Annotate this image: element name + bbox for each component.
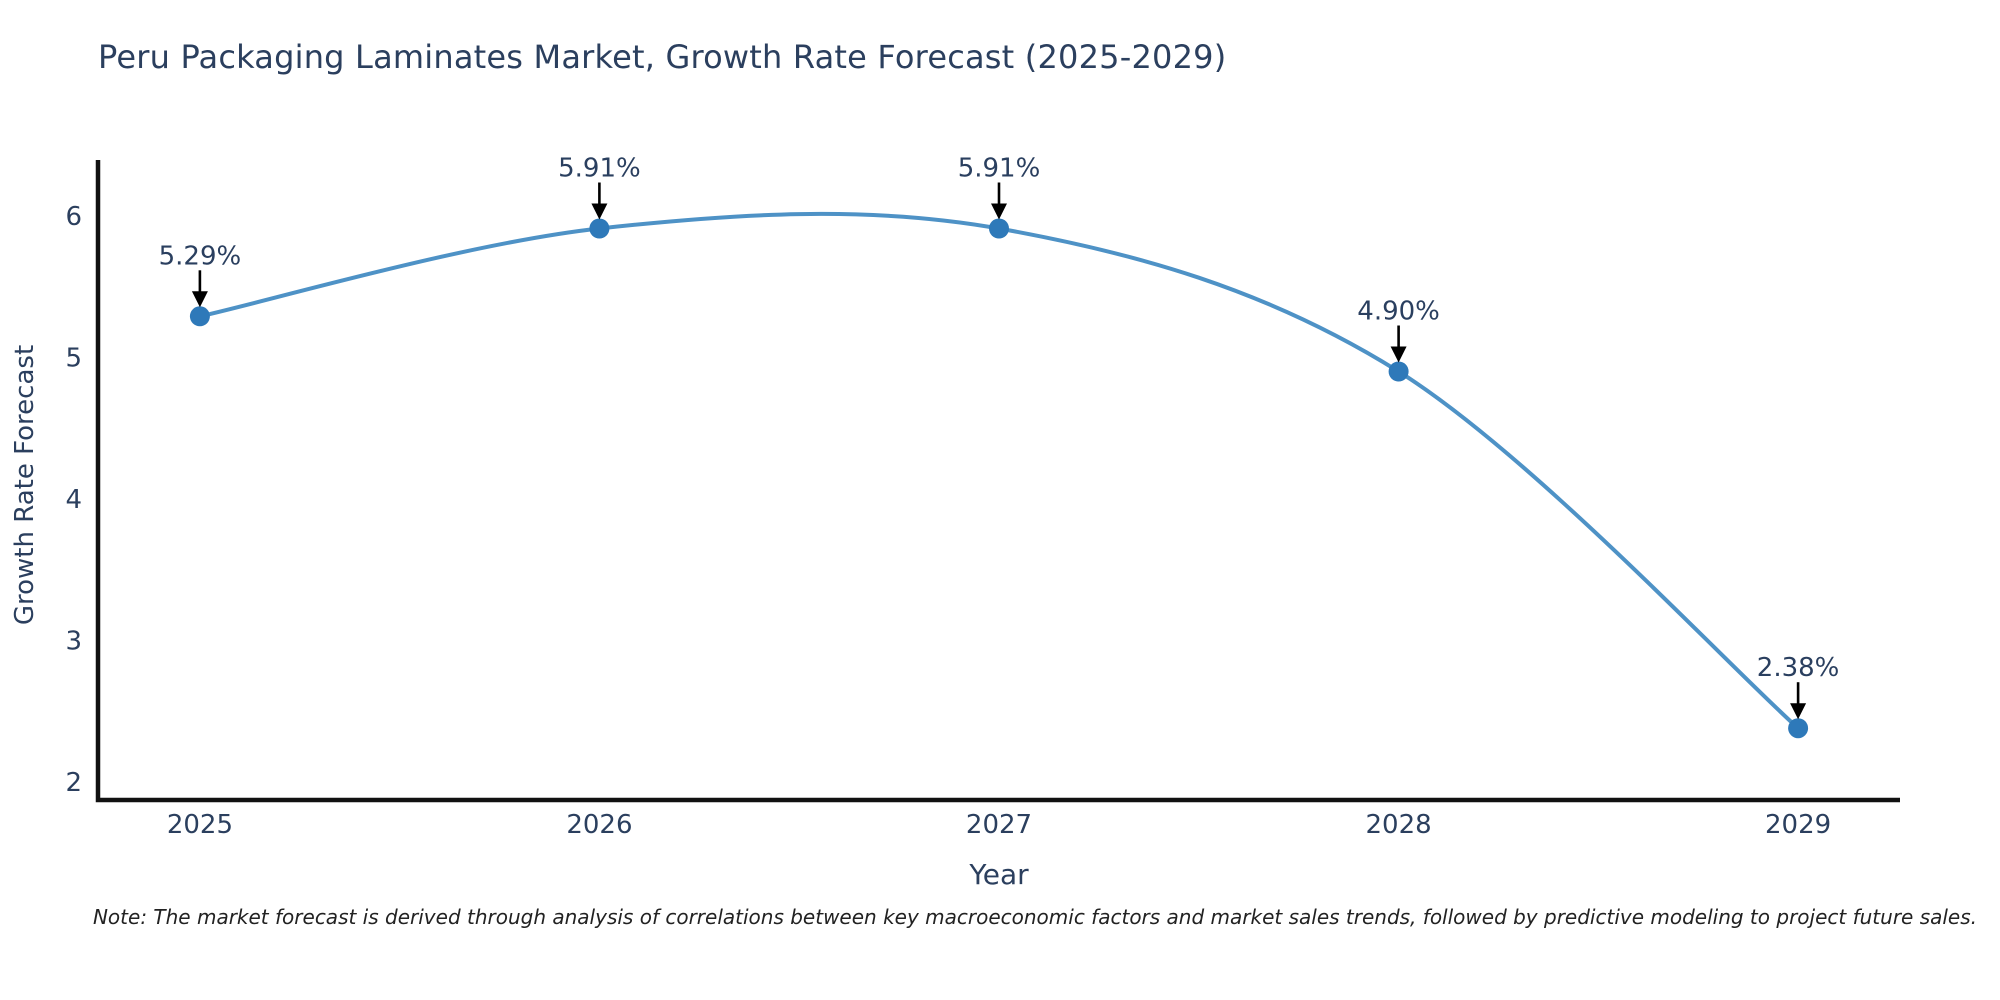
data-point-marker — [1388, 361, 1409, 382]
point-annotation: 2.38% — [1757, 653, 1840, 720]
annotation-arrow-head — [1390, 346, 1407, 363]
point-annotation: 5.91% — [958, 154, 1041, 220]
x-tick-label: 2027 — [966, 810, 1032, 840]
point-annotation-label: 5.29% — [159, 241, 242, 271]
point-annotation: 5.91% — [558, 154, 641, 220]
y-tick-label: 6 — [65, 202, 82, 232]
x-tick-label: 2029 — [1765, 810, 1831, 840]
data-point-marker — [589, 218, 610, 239]
y-tick-label: 2 — [65, 768, 82, 798]
x-axis-title: Year — [969, 858, 1029, 891]
data-point-marker — [1788, 718, 1809, 739]
annotation-arrow-head — [591, 203, 608, 220]
x-tick-label: 2026 — [566, 810, 632, 840]
y-tick-label: 4 — [65, 485, 82, 515]
forecast-line — [197, 211, 1801, 731]
y-tick-label: 5 — [65, 343, 82, 373]
x-tick-label: 2028 — [1366, 810, 1432, 840]
annotation-arrow-head — [991, 203, 1007, 220]
chart-title: Peru Packaging Laminates Market, Growth … — [98, 38, 1227, 76]
annotation-arrow-head — [1790, 703, 1807, 720]
point-annotation-label: 5.91% — [958, 154, 1041, 184]
annotation-arrow-head — [191, 291, 208, 308]
point-annotation-label: 4.90% — [1357, 297, 1440, 327]
axis-spines — [95, 160, 1900, 803]
y-axis-title: Growth Rate Forecast — [10, 344, 40, 626]
point-annotation-label: 5.91% — [558, 154, 641, 184]
footnote: Note: The market forecast is derived thr… — [92, 905, 1978, 929]
data-point-marker — [189, 306, 210, 327]
x-tick-label: 2025 — [167, 810, 233, 840]
point-annotation-label: 2.38% — [1757, 653, 1840, 683]
y-tick-label: 3 — [65, 627, 82, 657]
data-point-marker — [989, 218, 1009, 239]
point-annotation: 4.90% — [1357, 297, 1440, 363]
point-annotation: 5.29% — [159, 241, 242, 308]
